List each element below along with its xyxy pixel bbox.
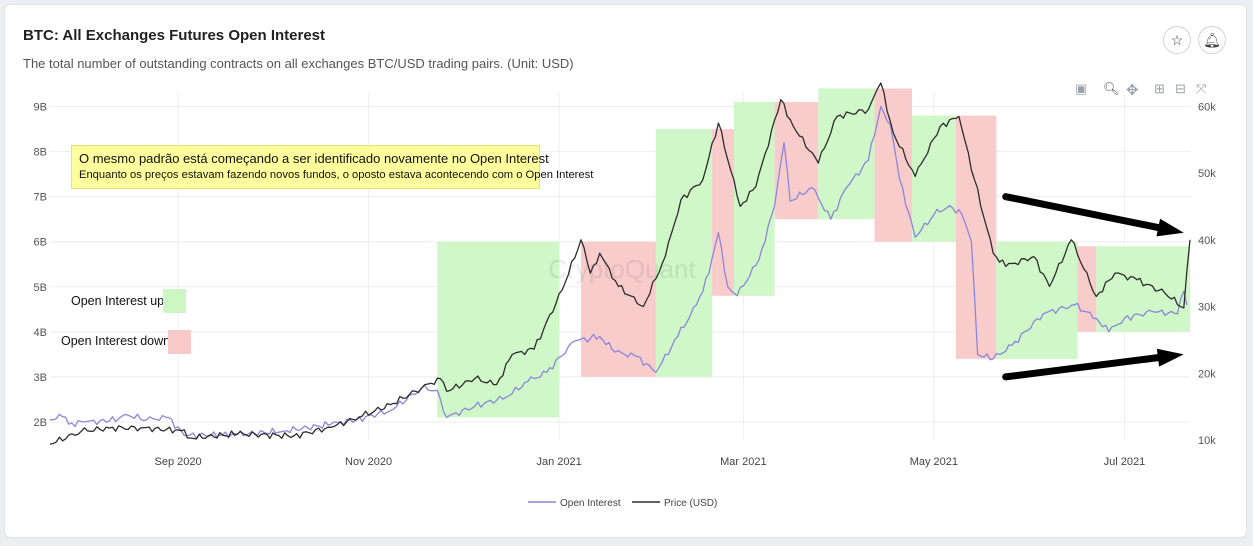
watermark: CryptoQuant [548, 254, 696, 284]
key-up-label: Open Interest up [71, 294, 165, 308]
zoom-icon[interactable]: 🔍︎ [1103, 81, 1120, 96]
y-left-tick-label: 8B [34, 147, 47, 159]
zone-up [437, 241, 560, 418]
axes: 2B 3B 4B 5B 6B 7B 8B 9B 10k 20k 30k 40k 50k 60k Sep 20… [34, 101, 1217, 468]
minus-icon[interactable]: ⊟ [1175, 81, 1186, 96]
zone-down [874, 88, 913, 242]
y-right-tick-label: 10k [1198, 435, 1216, 447]
star-icon[interactable]: ☆ [1163, 26, 1191, 54]
camera-icon[interactable]: ▣ [1075, 81, 1088, 96]
trend-arrow-head [1156, 218, 1184, 237]
zones [437, 88, 1190, 418]
y-right-tick-label: 50k [1198, 168, 1216, 180]
zone-up [818, 88, 875, 220]
y-left-tick-label: 4B [34, 327, 47, 339]
x-tick-label: Mar 2021 [720, 456, 766, 468]
zone-up [734, 102, 775, 296]
zone-down [1077, 246, 1097, 332]
trend-arrow-head [1156, 348, 1184, 367]
chart-title: BTC: All Exchanges Futures Open Interest [23, 27, 325, 44]
zone-down [774, 102, 819, 220]
key-down-swatch [168, 330, 191, 354]
plus-icon[interactable]: ⊞ [1154, 81, 1165, 96]
arrows [1002, 193, 1184, 381]
legend-label: Open Interest [560, 498, 621, 509]
y-right-tick-label: 20k [1198, 368, 1216, 380]
reset-icon[interactable]: ⤧ [1196, 81, 1207, 96]
bell-icon[interactable]: 🔔︎ [1198, 26, 1226, 54]
y-right-tick-label: 40k [1198, 235, 1216, 247]
legend-label: Price (USD) [664, 498, 717, 509]
zone-up [912, 115, 956, 242]
chart-subtitle: The total number of outstanding contract… [23, 56, 574, 71]
zone-up [1096, 246, 1190, 332]
zone-down [580, 241, 656, 377]
y-left-tick-label: 2B [34, 417, 47, 429]
legend: Open Interest Price (USD) [528, 498, 717, 509]
zone-up [655, 129, 713, 377]
key-up-swatch [163, 289, 186, 313]
trend-arrow-shaft [1002, 193, 1162, 232]
series-line-price [49, 82, 1191, 445]
x-tick-label: May 2021 [910, 456, 958, 468]
y-left-tick-label: 9B [34, 102, 47, 114]
annotation-note: O mesmo padrão está começando a ser iden… [71, 145, 594, 189]
x-tick-label: Jan 2021 [536, 456, 581, 468]
y-left-tick-label: 6B [34, 237, 47, 249]
y-left-tick-label: 5B [34, 282, 47, 294]
x-tick-label: Sep 2020 [155, 456, 202, 468]
x-tick-label: Jul 2021 [1104, 456, 1146, 468]
trend-arrow-shaft [1002, 354, 1162, 381]
y-right-tick-label: 30k [1198, 302, 1216, 314]
series-lines [49, 82, 1191, 445]
y-left-tick-label: 7B [34, 192, 47, 204]
annotation-line2: Enquanto os preços estavam fazendo novos… [79, 169, 594, 181]
zone-down [712, 129, 734, 296]
y-right-tick-label: 60k [1198, 101, 1216, 113]
key-down-label: Open Interest down [61, 334, 171, 348]
pan-icon[interactable]: ✥ [1126, 82, 1139, 99]
annotation-line1: O mesmo padrão está começando a ser iden… [79, 151, 549, 166]
x-tick-label: Nov 2020 [345, 456, 392, 468]
y-left-tick-label: 3B [34, 372, 47, 384]
